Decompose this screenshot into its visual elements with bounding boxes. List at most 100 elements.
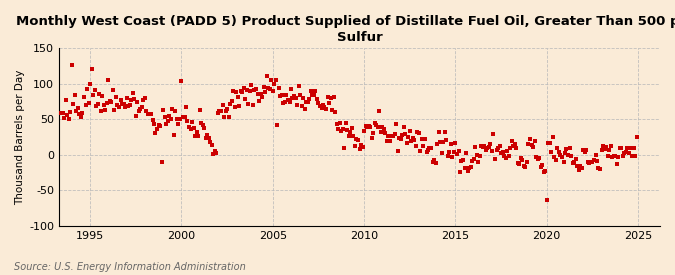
Point [412,130,423,134]
Point [551,158,562,163]
Point [321,107,331,111]
Point [508,144,518,148]
Point [424,146,435,150]
Point [269,81,279,86]
Point [505,146,516,150]
Point [299,107,310,111]
Point [439,130,450,134]
Point [612,162,622,166]
Point [522,160,533,164]
Point [112,103,123,108]
Point [132,100,142,104]
Point [217,103,228,107]
Point [126,98,136,103]
Point [506,139,517,143]
Point [546,150,557,155]
Point [584,161,595,165]
Point [470,144,481,149]
Point [312,97,323,101]
Point [232,94,243,99]
Point [158,108,169,112]
Point [491,148,502,152]
Point [80,103,91,107]
Point [608,154,619,158]
Point [570,157,581,162]
Point [63,117,74,121]
Point [415,148,426,153]
Point [432,142,443,146]
Point [597,144,608,148]
Point [336,129,347,133]
Point [271,78,281,82]
Point [419,137,430,141]
Point [523,142,534,146]
Point [350,144,360,148]
Point [260,90,271,95]
Point [200,136,211,140]
Point [234,104,245,108]
Point [287,96,298,100]
Point [450,141,461,145]
Point [316,106,327,110]
Point [70,92,80,97]
Point [497,150,508,155]
Point [60,98,71,102]
Point [426,145,437,150]
Point [334,121,345,126]
Point [211,151,222,155]
Point [74,112,85,116]
Point [535,165,546,170]
Point [130,114,141,119]
Point [123,104,134,108]
Point [186,120,197,125]
Point [214,109,225,114]
Point [538,170,549,174]
Point [476,144,487,149]
Point [109,108,119,113]
Point [473,160,484,164]
Text: Source: U.S. Energy Information Administration: Source: U.S. Energy Information Administ… [14,262,245,272]
Point [520,165,531,169]
Point [385,139,396,144]
Point [581,148,592,152]
Point [356,143,367,147]
Point [230,105,240,110]
Point [616,146,626,151]
Point [540,169,551,173]
Point [602,154,613,158]
Point [146,111,157,116]
Point [59,116,70,120]
Point [400,132,410,137]
Point [545,141,556,145]
Point [583,159,593,164]
Point [622,146,633,150]
Point [94,91,105,96]
Point [468,157,479,161]
Point [79,95,90,100]
Point [194,108,205,112]
Point [563,153,574,157]
Point [467,159,478,163]
Point [117,102,128,106]
Point [144,111,155,116]
Point [319,104,330,109]
Point [386,134,397,138]
Point [103,78,114,82]
Point [502,149,512,153]
Point [167,107,178,111]
Point [564,145,575,150]
Point [290,95,301,100]
Point [208,152,219,156]
Point [66,63,77,67]
Point [142,112,153,116]
Point [534,156,545,160]
Point [357,145,368,149]
Point [178,115,188,119]
Point [244,89,255,93]
Point [86,67,97,72]
Point [150,130,161,135]
Point [363,123,374,128]
Point [414,131,425,136]
Point [561,146,572,151]
Point [220,108,231,113]
